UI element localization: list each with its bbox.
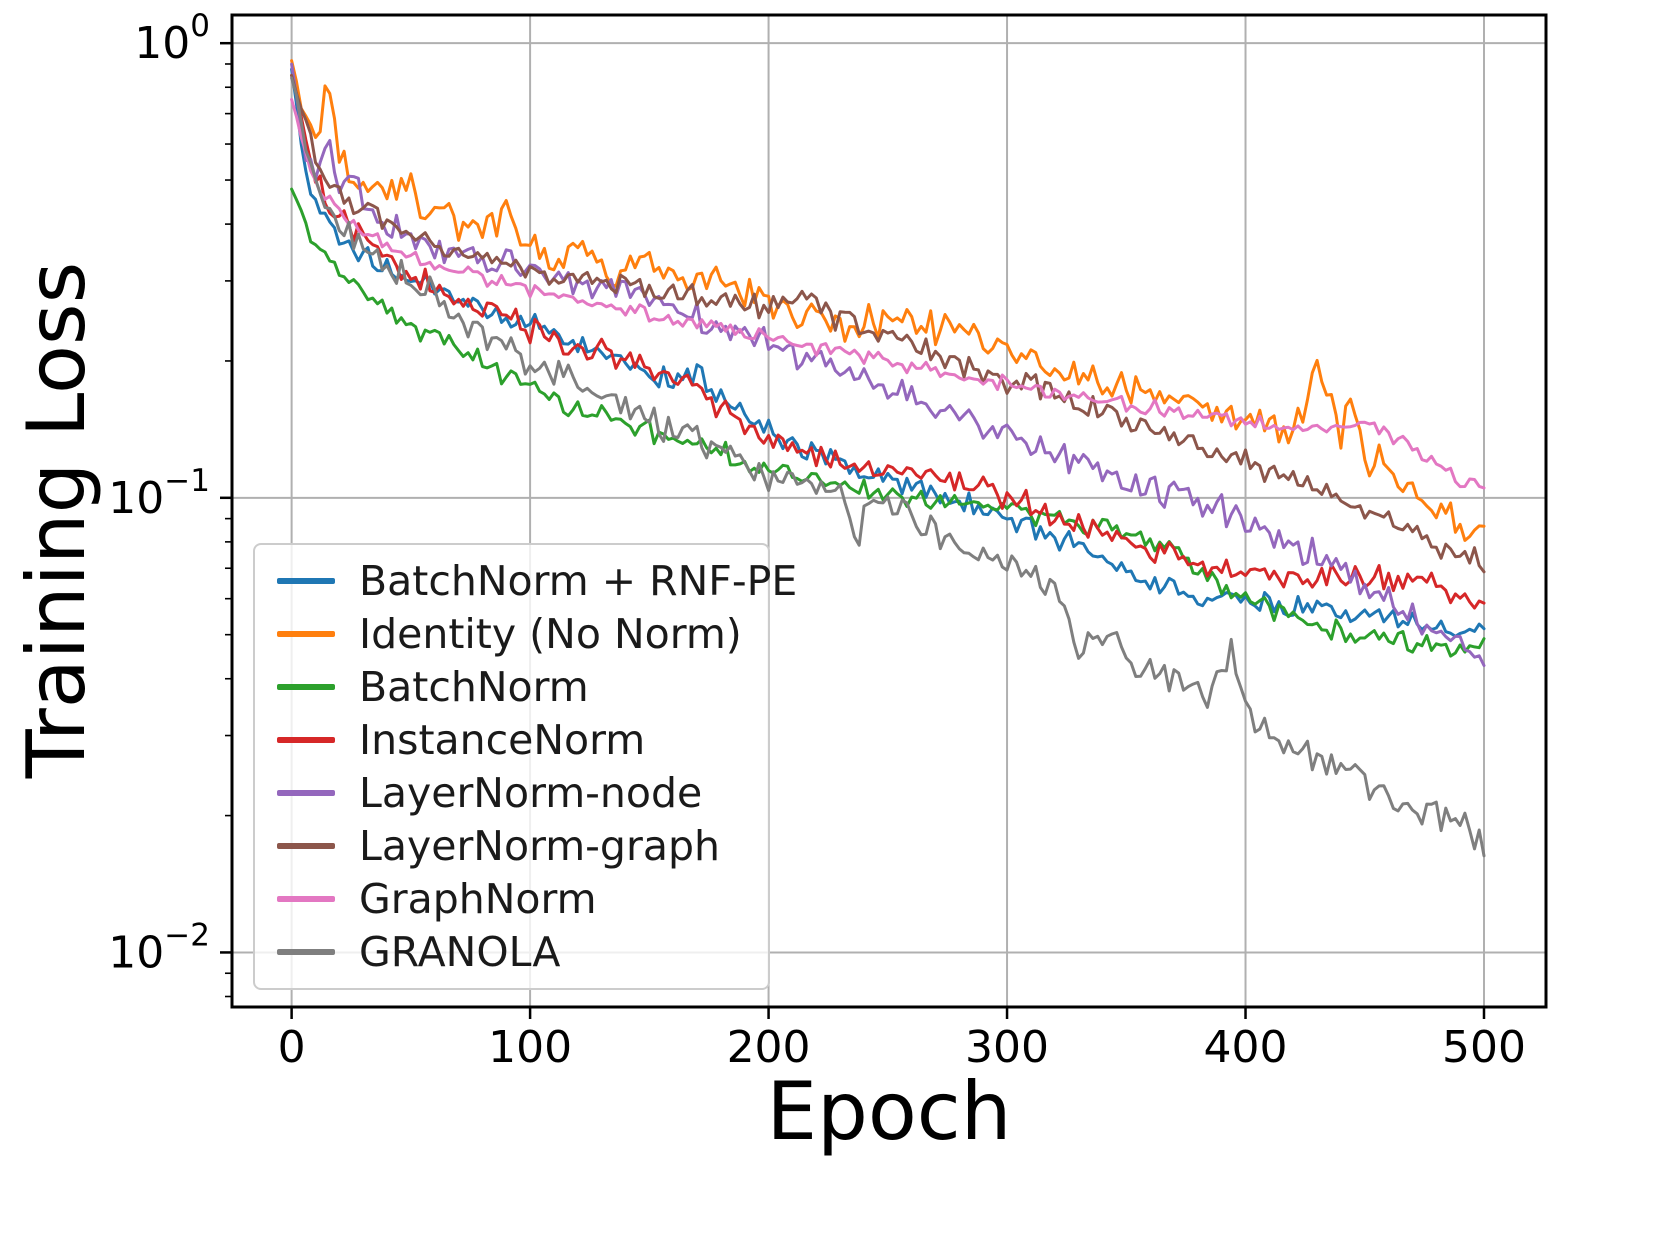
legend-item: LayerNorm-graph xyxy=(255,820,768,873)
legend-line-icon xyxy=(277,631,335,637)
legend-item: InstanceNorm xyxy=(255,714,768,767)
y-axis-label: Training Loss xyxy=(10,261,103,779)
svg-text:400: 400 xyxy=(1204,1022,1288,1073)
legend-line-icon xyxy=(277,949,335,955)
svg-text:100: 100 xyxy=(488,1022,572,1073)
legend-item: GRANOLA xyxy=(255,926,768,979)
legend-line-icon xyxy=(277,896,335,902)
legend-label: BatchNorm xyxy=(359,662,589,711)
legend-label: GRANOLA xyxy=(359,927,561,976)
legend-line-icon xyxy=(277,737,335,743)
legend-label: Identity (No Norm) xyxy=(359,609,742,658)
svg-text:200: 200 xyxy=(727,1022,811,1073)
legend-item: BatchNorm + RNF-PE xyxy=(255,555,797,608)
legend-label: BatchNorm + RNF-PE xyxy=(359,556,798,605)
legend-label: InstanceNorm xyxy=(359,715,646,764)
legend-line-icon xyxy=(277,790,335,796)
legend-label: LayerNorm-node xyxy=(359,768,703,817)
svg-text:500: 500 xyxy=(1442,1022,1526,1073)
svg-text:0: 0 xyxy=(278,1022,306,1073)
legend-item: BatchNorm xyxy=(255,661,768,714)
legend-line-icon xyxy=(277,843,335,849)
legend-item: LayerNorm-node xyxy=(255,767,768,820)
legend-item: GraphNorm xyxy=(255,873,768,926)
legend-label: LayerNorm-graph xyxy=(359,821,720,870)
legend: BatchNorm + RNF-PE Identity (No Norm) Ba… xyxy=(253,543,797,990)
legend-line-icon xyxy=(277,684,335,690)
x-axis-label: Epoch xyxy=(766,1065,1012,1158)
svg-text:100: 100 xyxy=(134,8,210,69)
svg-text:300: 300 xyxy=(965,1022,1049,1073)
legend-label: GraphNorm xyxy=(359,874,597,923)
svg-text:10−2: 10−2 xyxy=(108,917,210,978)
legend-line-icon xyxy=(277,578,335,584)
svg-text:10−1: 10−1 xyxy=(108,463,210,524)
legend-item: Identity (No Norm) xyxy=(255,608,768,661)
